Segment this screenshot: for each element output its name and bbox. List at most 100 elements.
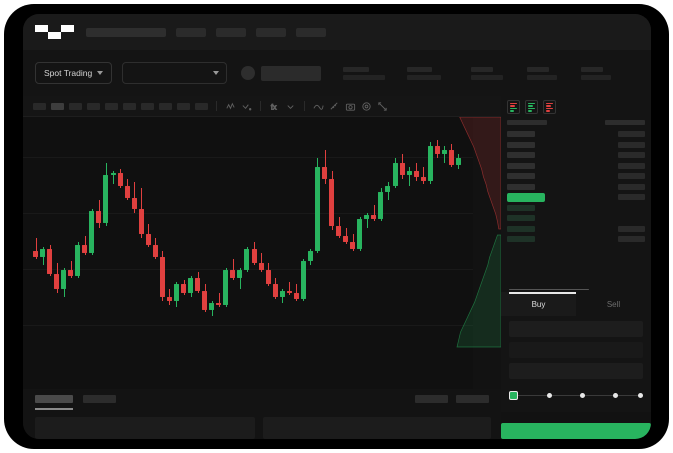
order-book-price (507, 204, 535, 211)
order-book-row[interactable] (507, 234, 645, 245)
nav-item-2[interactable] (216, 27, 246, 37)
candle-body (286, 290, 292, 293)
candle-body (322, 166, 328, 180)
timeframe-button-10[interactable] (195, 102, 208, 110)
candle-body (364, 215, 370, 220)
amount-percent-slider[interactable] (509, 390, 643, 400)
amount-field[interactable] (509, 342, 643, 358)
okx-logo[interactable] (35, 25, 76, 39)
candle-wick (134, 181, 136, 213)
timeframe-button-1[interactable] (33, 102, 46, 110)
candle-body (343, 236, 349, 243)
pair-select-dropdown[interactable] (122, 62, 228, 84)
candle-body (131, 198, 137, 209)
timeframe-button-2[interactable] (51, 102, 64, 110)
price-field[interactable] (509, 321, 643, 337)
order-book-row[interactable] (507, 161, 645, 172)
candle-body (448, 150, 454, 165)
timeframe-button-5[interactable] (105, 102, 118, 110)
candle-body (159, 257, 165, 297)
order-book-panel (501, 96, 651, 292)
order-book-view-toggles (507, 100, 645, 114)
nav-item-4[interactable] (296, 27, 326, 37)
chevron-down-icon[interactable] (285, 101, 296, 112)
order-book-amount (618, 152, 645, 159)
order-book-row[interactable] (507, 192, 645, 203)
total-field[interactable] (509, 363, 643, 379)
trade-form-panel: Buy Sell (501, 292, 651, 412)
slider-stop-100 (638, 392, 643, 398)
order-book-row[interactable] (507, 203, 645, 214)
candle-body (329, 179, 335, 226)
orderbook-view-bids-icon[interactable] (525, 100, 538, 114)
candle-wick (444, 145, 446, 163)
bottom-active-underline (35, 408, 73, 410)
order-book-price (507, 225, 535, 232)
tab-open-orders[interactable] (35, 395, 73, 403)
candle-body (230, 269, 236, 279)
timeframe-button-7[interactable] (141, 102, 154, 110)
candle-wick (169, 288, 171, 306)
stat-low-24h (527, 66, 558, 80)
timeframe-button-6[interactable] (123, 102, 136, 110)
spot-trading-dropdown[interactable]: Spot Trading (35, 62, 113, 84)
ruler-icon[interactable] (329, 101, 340, 112)
candle-wick (218, 292, 220, 308)
bottom-action-1[interactable] (415, 395, 448, 403)
order-book-row[interactable] (507, 182, 645, 193)
buy-sell-tabs: Buy Sell (501, 292, 651, 316)
order-book-row[interactable] (507, 213, 645, 224)
indicators-icon[interactable]: fx (269, 101, 280, 112)
candle-body (166, 297, 172, 302)
timeframe-button-3[interactable] (69, 102, 82, 110)
line-chart-icon[interactable] (241, 101, 252, 112)
open-orders-card[interactable] (35, 417, 255, 439)
nav-item-search[interactable] (86, 27, 166, 37)
positions-card[interactable] (263, 417, 491, 439)
candle-body (371, 215, 377, 220)
slider-stop-75 (613, 392, 618, 398)
nav-item-3[interactable] (256, 27, 286, 37)
bottom-cards (35, 417, 491, 439)
order-book-row[interactable] (507, 140, 645, 151)
order-book-row[interactable] (507, 171, 645, 182)
order-book-amount (618, 205, 645, 211)
timeframe-button-8[interactable] (159, 102, 172, 110)
tab-sell[interactable]: Sell (606, 299, 621, 309)
timeframe-button-9[interactable] (177, 102, 190, 110)
coin-avatar-icon (241, 66, 256, 80)
slider-handle[interactable] (509, 390, 518, 400)
order-book-row[interactable] (507, 224, 645, 235)
order-book-scrollbar[interactable] (509, 288, 589, 290)
candlestick-chart[interactable] (23, 117, 473, 389)
trendline-icon[interactable] (313, 101, 324, 112)
candle-body (54, 273, 60, 289)
orderbook-view-asks-icon[interactable] (543, 100, 556, 114)
order-book-row[interactable] (507, 150, 645, 161)
order-book-price (507, 183, 535, 190)
timeframe-button-4[interactable] (87, 102, 100, 110)
settings-gear-icon[interactable] (361, 101, 372, 112)
fullscreen-icon[interactable] (377, 101, 388, 112)
candle-wick (113, 171, 115, 184)
candlestick-chart-icon[interactable] (225, 101, 236, 112)
candle-body (279, 290, 285, 297)
orderbook-view-both-icon[interactable] (507, 100, 520, 114)
bottom-action-2[interactable] (456, 395, 489, 403)
candle-wick (373, 204, 375, 222)
candle-body (413, 171, 419, 178)
candle-body (314, 166, 320, 251)
ticker-bar: Spot Trading (23, 50, 651, 96)
candle-body (61, 269, 67, 289)
order-book-row[interactable] (507, 129, 645, 140)
candle-body (223, 269, 229, 306)
candle-body (47, 248, 53, 274)
bottom-tabs (23, 389, 501, 410)
tab-buy[interactable]: Buy (501, 292, 576, 316)
candle-body (209, 303, 215, 310)
submit-order-button[interactable] (501, 423, 651, 439)
tab-order-history[interactable] (83, 395, 116, 403)
nav-item-1[interactable] (176, 27, 206, 37)
candle-body (82, 244, 88, 253)
camera-icon[interactable] (345, 101, 356, 112)
